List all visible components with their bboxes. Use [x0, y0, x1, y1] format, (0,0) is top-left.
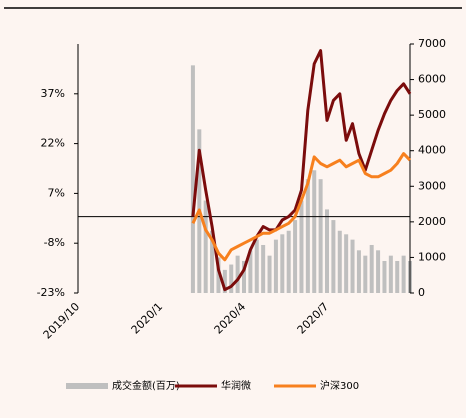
bar: [350, 239, 355, 293]
bar: [382, 260, 387, 293]
bar: [325, 209, 329, 293]
bar: [388, 255, 393, 293]
bar: [312, 170, 317, 293]
bar: [229, 264, 234, 293]
bar: [222, 269, 227, 293]
legend-swatch: [66, 383, 108, 389]
bar: [216, 257, 221, 293]
bar: [369, 244, 374, 293]
bar: [242, 260, 246, 293]
y-tick-label: 22%: [41, 137, 65, 150]
bar: [190, 65, 195, 293]
legend-label: 沪深300: [320, 379, 359, 392]
bar: [203, 200, 208, 293]
bar: [395, 260, 400, 293]
bar: [363, 255, 368, 293]
bar: [254, 239, 259, 293]
bar: [273, 239, 278, 293]
bar: [337, 230, 342, 293]
bar: [299, 200, 304, 293]
bar: [305, 179, 310, 293]
y2-tick-label: 5000: [418, 108, 446, 121]
y-tick-label: -23%: [37, 286, 65, 299]
y2-tick-label: 3000: [418, 179, 446, 192]
y-tick-label: -8%: [44, 236, 65, 249]
bar: [261, 244, 266, 293]
y2-tick-label: 2000: [418, 215, 446, 228]
bar: [267, 255, 272, 293]
line: [191, 49, 412, 292]
y2-tick-label: 0: [418, 286, 425, 299]
y-tick-label: 37%: [41, 87, 65, 100]
y-tick-label: 7%: [48, 186, 65, 199]
legend: 成交金额(百万) 华润微 沪深300: [66, 379, 359, 392]
legend-label: 华润微: [221, 379, 251, 392]
bar: [356, 250, 361, 293]
bar: [286, 230, 291, 293]
y2-tick-label: 1000: [418, 250, 446, 263]
legend-label: 成交金额(百万): [112, 379, 180, 392]
bar: [344, 234, 349, 293]
bar: [318, 179, 323, 293]
line: [191, 152, 412, 262]
bar: [210, 230, 215, 293]
bar: [331, 220, 336, 293]
y2-tick-label: 7000: [418, 37, 446, 50]
bar: [248, 250, 253, 293]
bar: [401, 255, 406, 293]
bar: [293, 220, 298, 293]
y2-tick-label: 4000: [418, 144, 446, 157]
bar: [280, 234, 285, 293]
bar: [235, 255, 240, 293]
bar: [376, 250, 381, 293]
y2-tick-label: 6000: [418, 73, 446, 86]
